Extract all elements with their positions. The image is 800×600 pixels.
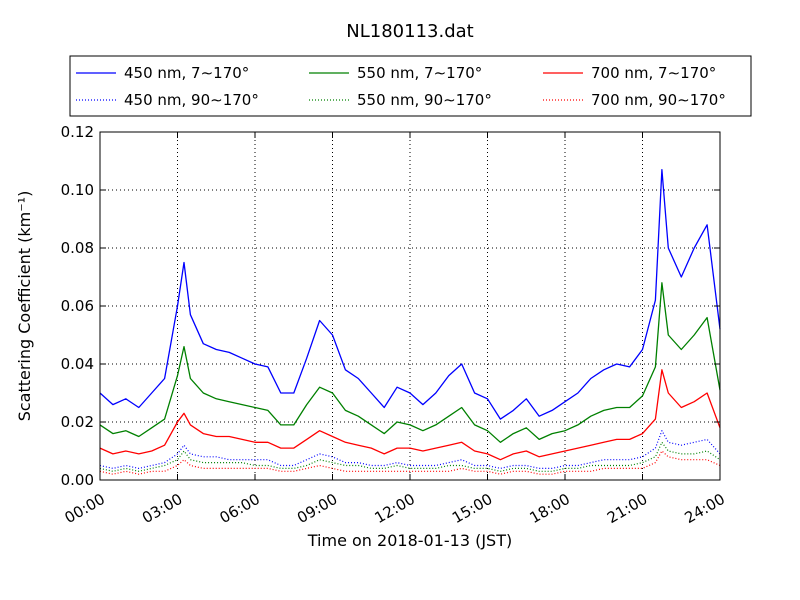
series-line-1	[99, 169, 721, 420]
x-tick-label: 06:00	[217, 490, 263, 527]
y-tick-label: 0.02	[61, 413, 94, 431]
y-tick-label: 0.10	[61, 181, 94, 199]
series-line-4	[99, 430, 721, 469]
y-tick-label: 0.06	[61, 297, 94, 315]
x-tick-label: 15:00	[449, 490, 495, 527]
y-tick-label: 0.00	[61, 471, 94, 489]
series-layer	[99, 169, 721, 475]
x-tick-label: 12:00	[372, 490, 418, 527]
chart-title: NL180113.dat	[346, 21, 473, 42]
legend-label: 550 nm, 90∼170°	[357, 91, 492, 109]
series-line-5	[99, 441, 721, 472]
series-line-6	[99, 450, 721, 475]
series-line-3	[99, 369, 721, 461]
ticks	[99, 131, 721, 481]
x-tick-label: 21:00	[604, 490, 650, 527]
y-tick-label: 0.08	[61, 239, 94, 257]
legend-label: 450 nm, 7∼170°	[124, 64, 249, 82]
legend: 450 nm, 7∼170° 550 nm, 7∼170° 700 nm, 7∼17…	[69, 55, 752, 117]
x-axis-label: Time on 2018-01-13 (JST)	[307, 531, 512, 550]
y-tick-label: 0.04	[61, 355, 94, 373]
legend-label: 700 nm, 7∼170°	[591, 64, 716, 82]
legend-label: 550 nm, 7∼170°	[357, 64, 482, 82]
series-line-2	[99, 282, 721, 443]
x-tick-label: 09:00	[294, 490, 340, 527]
y-axis-label: Scattering Coefficient (km⁻¹)	[15, 191, 34, 422]
x-tick-label: 18:00	[527, 490, 573, 527]
grid	[100, 132, 720, 480]
legend-box	[69, 55, 752, 117]
y-tick-label: 0.12	[61, 123, 94, 141]
x-tick-label: 24:00	[682, 490, 728, 527]
legend-label: 450 nm, 90∼170°	[124, 91, 259, 109]
legend-label: 700 nm, 90∼170°	[591, 91, 726, 109]
x-tick-label: 00:00	[62, 490, 108, 527]
x-tick-label: 03:00	[139, 490, 185, 527]
